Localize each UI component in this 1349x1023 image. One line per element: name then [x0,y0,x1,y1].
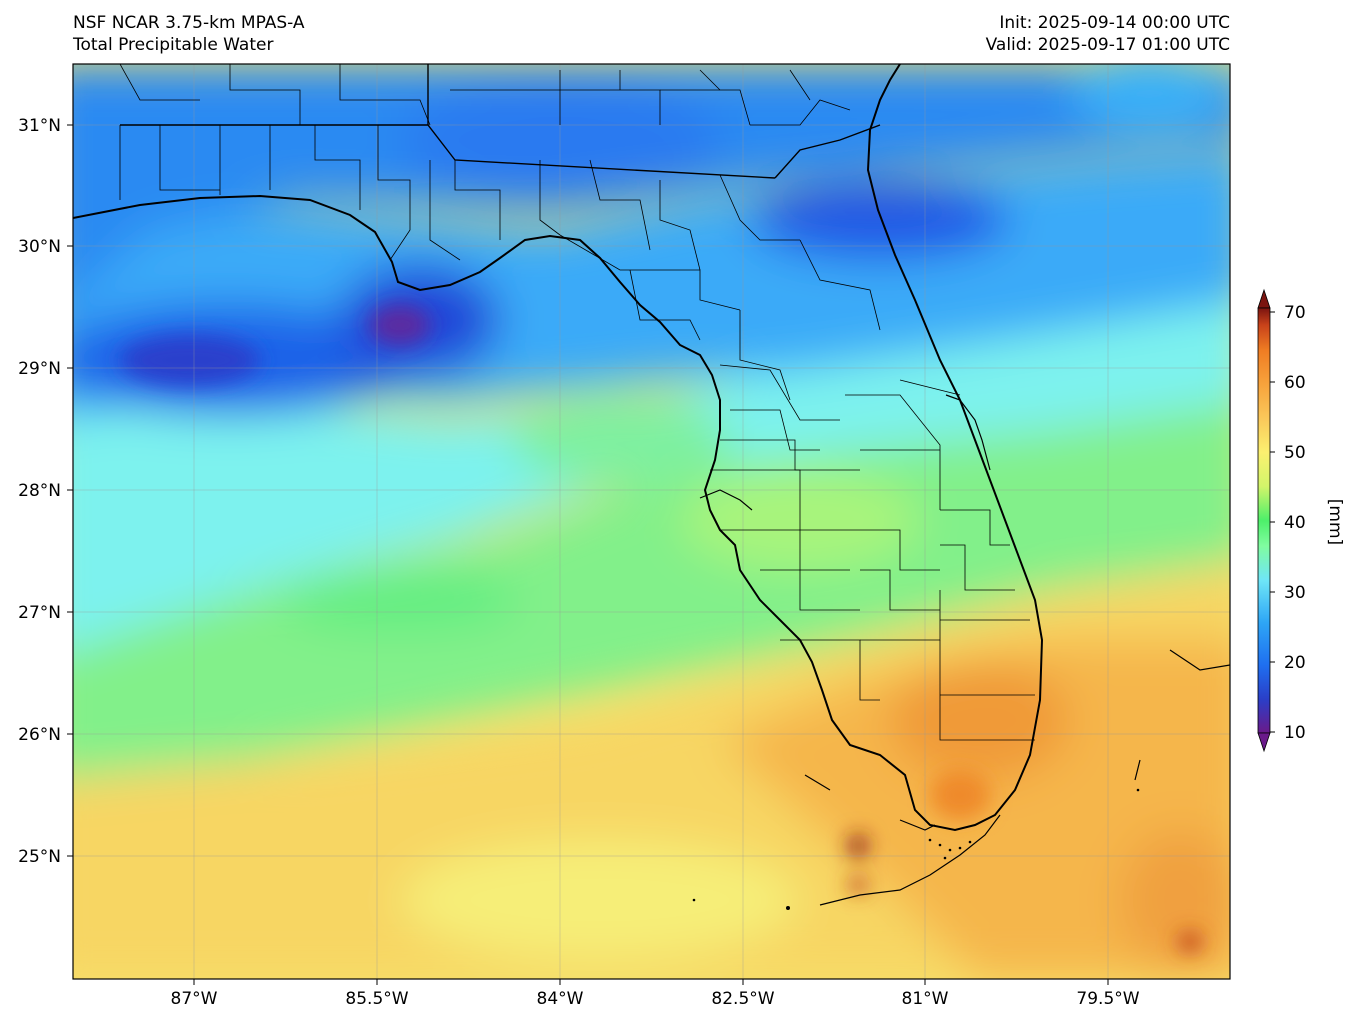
tick-marks [67,124,1109,985]
coastline [73,64,1044,832]
colorbar-bar [1257,307,1271,734]
state-boundaries [120,64,881,179]
lon-label-79-5w: 79.5°W [1076,989,1139,1009]
colorbar-tick-70: 70 [1284,303,1306,323]
lat-label-30n: 30°N [18,237,61,257]
lat-label-25n: 25°N [18,847,61,867]
florida-keys [692,788,1140,910]
field-name: Total Precipitable Water [73,35,274,55]
lat-label-29n: 29°N [18,359,61,379]
precipitable-water-field [73,64,1230,979]
lat-label-26n: 26°N [18,725,61,745]
lon-label-82-5w: 82.5°W [711,989,774,1009]
lon-label-84w: 84°W [537,989,584,1009]
colorbar-tick-10: 10 [1284,723,1306,743]
lon-label-81w: 81°W [902,989,949,1009]
init-time: Init: 2025-09-14 00:00 UTC [999,13,1230,33]
colorbar-tick-50: 50 [1284,443,1306,463]
valid-time: Valid: 2025-09-17 01:00 UTC [985,35,1230,55]
colorbar: 70 60 50 40 30 20 10 [mm] [1257,288,1345,753]
title-right: Init: 2025-09-14 00:00 UTC Valid: 2025-0… [986,12,1230,56]
lon-label-87w: 87°W [171,989,218,1009]
model-name: NSF NCAR 3.75-km MPAS-A [73,13,305,33]
colorbar-tick-30: 30 [1284,583,1306,603]
title-left: NSF NCAR 3.75-km MPAS-A Total Precipitab… [73,12,305,56]
colorbar-unit: [mm] [1325,499,1345,545]
lat-label-27n: 27°N [18,603,61,623]
lat-label-28n: 28°N [18,481,61,501]
county-boundaries [119,64,1035,741]
colorbar-tick-40: 40 [1284,513,1306,533]
lon-label-85-5w: 85.5°W [345,989,408,1009]
colorbar-extend-min [1257,732,1271,753]
colorbar-extend-max [1257,288,1271,309]
map-frame [72,63,1231,980]
colorbar-tick-60: 60 [1284,373,1306,393]
peninsula-land [699,394,1230,906]
colorbar-tick-20: 20 [1284,653,1306,673]
lat-label-31n: 31°N [18,116,61,136]
